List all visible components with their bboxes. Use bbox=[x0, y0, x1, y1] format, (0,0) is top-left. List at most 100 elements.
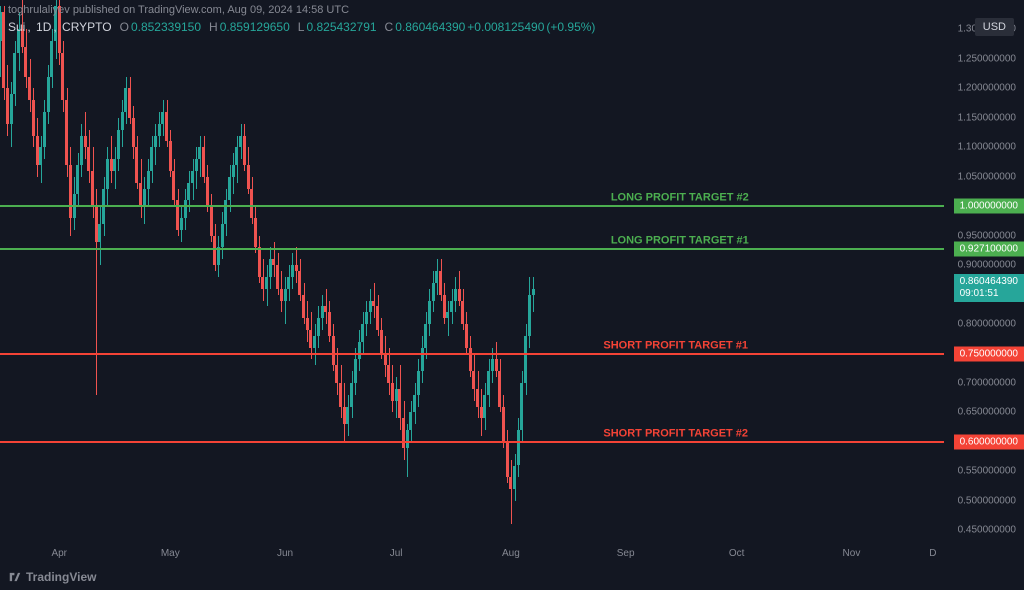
candle[interactable] bbox=[165, 112, 168, 141]
candle[interactable] bbox=[354, 359, 357, 383]
candle[interactable] bbox=[424, 324, 427, 348]
candle[interactable] bbox=[380, 330, 383, 354]
candle[interactable] bbox=[169, 141, 172, 170]
candle[interactable] bbox=[187, 183, 190, 201]
candle[interactable] bbox=[506, 442, 509, 477]
candle[interactable] bbox=[206, 177, 209, 206]
candle[interactable] bbox=[132, 118, 135, 147]
candle[interactable] bbox=[472, 371, 475, 389]
candle[interactable] bbox=[106, 159, 109, 188]
candle[interactable] bbox=[13, 53, 16, 94]
candle[interactable] bbox=[406, 430, 409, 448]
candle[interactable] bbox=[369, 301, 372, 313]
candle[interactable] bbox=[439, 271, 442, 295]
candle[interactable] bbox=[43, 112, 46, 147]
candle[interactable] bbox=[421, 348, 424, 372]
candle[interactable] bbox=[335, 365, 338, 383]
candle[interactable] bbox=[398, 389, 401, 418]
candle[interactable] bbox=[502, 407, 505, 442]
candle[interactable] bbox=[480, 407, 483, 419]
candle[interactable] bbox=[265, 277, 268, 289]
candle[interactable] bbox=[235, 147, 238, 165]
candle[interactable] bbox=[239, 136, 242, 148]
candle[interactable] bbox=[232, 165, 235, 177]
candle[interactable] bbox=[332, 336, 335, 365]
candle[interactable] bbox=[284, 289, 287, 301]
candle[interactable] bbox=[2, 12, 5, 89]
candle[interactable] bbox=[276, 265, 279, 289]
candle[interactable] bbox=[254, 218, 257, 247]
candle[interactable] bbox=[432, 283, 435, 301]
candle[interactable] bbox=[180, 218, 183, 230]
candle[interactable] bbox=[135, 147, 138, 182]
candle[interactable] bbox=[532, 289, 535, 295]
candle[interactable] bbox=[417, 371, 420, 395]
candle[interactable] bbox=[372, 301, 375, 307]
candle[interactable] bbox=[147, 171, 150, 189]
candle[interactable] bbox=[32, 100, 35, 135]
candle[interactable] bbox=[69, 165, 72, 218]
candle[interactable] bbox=[50, 41, 53, 76]
candle[interactable] bbox=[224, 200, 227, 224]
candlestick-chart[interactable] bbox=[0, 0, 944, 548]
candle[interactable] bbox=[306, 318, 309, 330]
candle[interactable] bbox=[117, 130, 120, 159]
candle[interactable] bbox=[498, 371, 501, 406]
candle[interactable] bbox=[95, 206, 98, 241]
candle[interactable] bbox=[295, 265, 298, 271]
candle[interactable] bbox=[339, 383, 342, 407]
candle[interactable] bbox=[309, 330, 312, 348]
candle[interactable] bbox=[184, 200, 187, 218]
target-line[interactable] bbox=[0, 441, 944, 443]
candle[interactable] bbox=[221, 224, 224, 248]
candle[interactable] bbox=[413, 395, 416, 413]
candle[interactable] bbox=[395, 389, 398, 401]
candle[interactable] bbox=[280, 289, 283, 301]
candle[interactable] bbox=[454, 289, 457, 301]
candle[interactable] bbox=[195, 159, 198, 171]
target-line[interactable] bbox=[0, 205, 944, 207]
candle[interactable] bbox=[476, 389, 479, 407]
candle[interactable] bbox=[520, 383, 523, 430]
candle[interactable] bbox=[402, 418, 405, 447]
candle[interactable] bbox=[358, 342, 361, 360]
candle[interactable] bbox=[210, 206, 213, 235]
candle[interactable] bbox=[524, 336, 527, 383]
candle[interactable] bbox=[121, 112, 124, 130]
candle[interactable] bbox=[198, 147, 201, 159]
candle[interactable] bbox=[6, 88, 9, 123]
candle[interactable] bbox=[469, 348, 472, 372]
candle[interactable] bbox=[65, 100, 68, 165]
candle[interactable] bbox=[10, 94, 13, 123]
candle[interactable] bbox=[36, 136, 39, 165]
candle[interactable] bbox=[258, 247, 261, 276]
symbol[interactable]: Sui bbox=[8, 20, 25, 34]
candle[interactable] bbox=[361, 324, 364, 342]
candle[interactable] bbox=[143, 189, 146, 207]
candle[interactable] bbox=[513, 466, 516, 490]
candle[interactable] bbox=[376, 306, 379, 330]
candle[interactable] bbox=[313, 336, 316, 348]
candle[interactable] bbox=[465, 324, 468, 348]
target-line[interactable] bbox=[0, 353, 944, 355]
candle[interactable] bbox=[384, 354, 387, 366]
currency-badge[interactable]: USD bbox=[975, 18, 1014, 36]
candle[interactable] bbox=[446, 312, 449, 318]
candle[interactable] bbox=[528, 295, 531, 336]
candle[interactable] bbox=[350, 383, 353, 407]
candle[interactable] bbox=[487, 371, 490, 395]
target-line[interactable] bbox=[0, 248, 944, 250]
candle[interactable] bbox=[291, 265, 294, 277]
candle[interactable] bbox=[39, 147, 42, 165]
candle[interactable] bbox=[298, 271, 301, 295]
interval[interactable]: 1D bbox=[36, 20, 51, 34]
candle[interactable] bbox=[328, 312, 331, 336]
candle[interactable] bbox=[483, 395, 486, 419]
candle[interactable] bbox=[213, 236, 216, 265]
candle[interactable] bbox=[154, 136, 157, 148]
candle[interactable] bbox=[110, 159, 113, 171]
candle[interactable] bbox=[158, 124, 161, 136]
candle[interactable] bbox=[365, 312, 368, 324]
candle[interactable] bbox=[24, 47, 27, 76]
candle[interactable] bbox=[80, 136, 83, 165]
